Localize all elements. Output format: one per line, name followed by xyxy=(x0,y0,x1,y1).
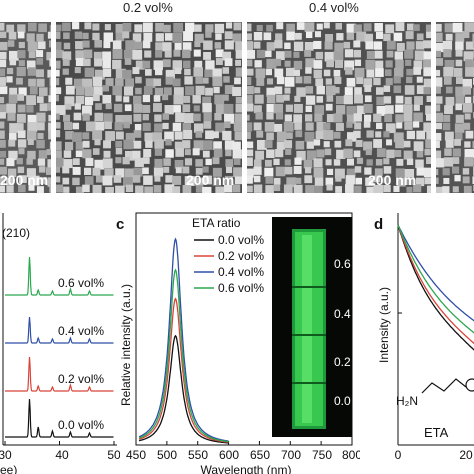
xrd-series-label-0-2: 0.2 vol% xyxy=(58,372,104,386)
pl-series-line xyxy=(138,334,229,444)
legend-entry-0-6: 0.6 vol% xyxy=(218,281,264,295)
xrd-tick-30: 30 xyxy=(0,448,12,462)
pl-series-line xyxy=(138,237,229,442)
legend: 0.0 vol% 0.2 vol% 0.4 vol% 0.6 vol% xyxy=(194,233,264,295)
decay-tick-20: 20 xyxy=(459,448,473,462)
sem-image-0-4: 200 nm xyxy=(247,22,431,193)
xrd-series-line xyxy=(5,316,114,344)
decay-tick-0: 0 xyxy=(395,448,402,462)
cuvette-photo xyxy=(272,217,352,437)
sem-image-0-6 xyxy=(436,22,474,193)
sem-image-0-2: 200 nm xyxy=(56,22,242,193)
molecule-nh2: H₂N xyxy=(396,394,418,408)
decay-series-line xyxy=(397,224,474,345)
xrd-series-line xyxy=(5,398,114,438)
pl-tick-750: 750 xyxy=(312,448,332,462)
eta-molecule-icon xyxy=(421,378,474,394)
inset-label-0-0: 0.0 xyxy=(334,394,351,408)
xrd-x-axis-label: ee) xyxy=(0,463,17,474)
legend-entry-0-0: 0.0 vol% xyxy=(218,233,264,247)
decay-series-line xyxy=(397,224,474,322)
panel-label-c: c xyxy=(116,216,125,233)
pl-series-line xyxy=(138,297,229,443)
scale-bar-label: 200 nm xyxy=(368,172,417,188)
pl-series-line xyxy=(138,268,229,443)
pl-tick-650: 650 xyxy=(250,448,270,462)
pl-chart: 0.6 0.4 0.2 0.0 ETA ratio 0.0 vol% 0.2 v… xyxy=(120,212,360,474)
pl-tick-550: 550 xyxy=(188,448,208,462)
decay-y-axis-label: Intensity (a.u.) xyxy=(377,287,391,363)
inset-label-0-2: 0.2 xyxy=(334,355,351,369)
sem-image-0-0: 200 nm xyxy=(0,22,51,193)
molecule-name: ETA xyxy=(424,425,449,440)
pl-tick-600: 600 xyxy=(219,448,239,462)
sem-label-0-2: 0.2 vol% xyxy=(123,0,173,15)
panel-label-d: d xyxy=(374,216,384,233)
xrd-series-line xyxy=(5,356,114,392)
xrd-tick-50: 50 xyxy=(107,448,120,462)
pl-tick-700: 700 xyxy=(281,448,301,462)
inset-label-0-4: 0.4 xyxy=(334,307,351,321)
legend-entry-0-4: 0.4 vol% xyxy=(218,265,264,279)
xrd-series-label-0-0: 0.0 vol% xyxy=(58,418,104,432)
pl-tick-800: 800 xyxy=(342,448,360,462)
sem-label-0-4: 0.4 vol% xyxy=(309,0,359,15)
pl-x-axis-label: Wavelength (nm) xyxy=(201,463,292,474)
legend-entry-0-2: 0.2 vol% xyxy=(218,249,264,263)
xrd-tick-40: 40 xyxy=(55,448,69,462)
pl-tick-500: 500 xyxy=(157,448,177,462)
xrd-series-label-0-4: 0.4 vol% xyxy=(58,324,104,338)
legend-title: ETA ratio xyxy=(192,216,241,230)
scale-bar-label: 200 nm xyxy=(186,172,235,188)
xrd-series-line xyxy=(5,256,114,296)
xrd-series-label-0-6: 0.6 vol% xyxy=(58,276,104,290)
inset-label-0-6: 0.6 xyxy=(334,257,351,271)
decay-chart: Intensity (a.u.) H₂N ETA 0 20 xyxy=(377,213,474,462)
pl-tick-450: 450 xyxy=(126,448,146,462)
xrd-chart: (210) 0.6 vol% 0.4 vol% 0.2 vol% 0.0 vol… xyxy=(0,213,120,474)
scale-bar-label: 200 nm xyxy=(0,172,49,188)
xrd-peak-label: (210) xyxy=(2,226,30,240)
pl-y-axis-label: Relative intensity (a.u.) xyxy=(120,284,133,406)
